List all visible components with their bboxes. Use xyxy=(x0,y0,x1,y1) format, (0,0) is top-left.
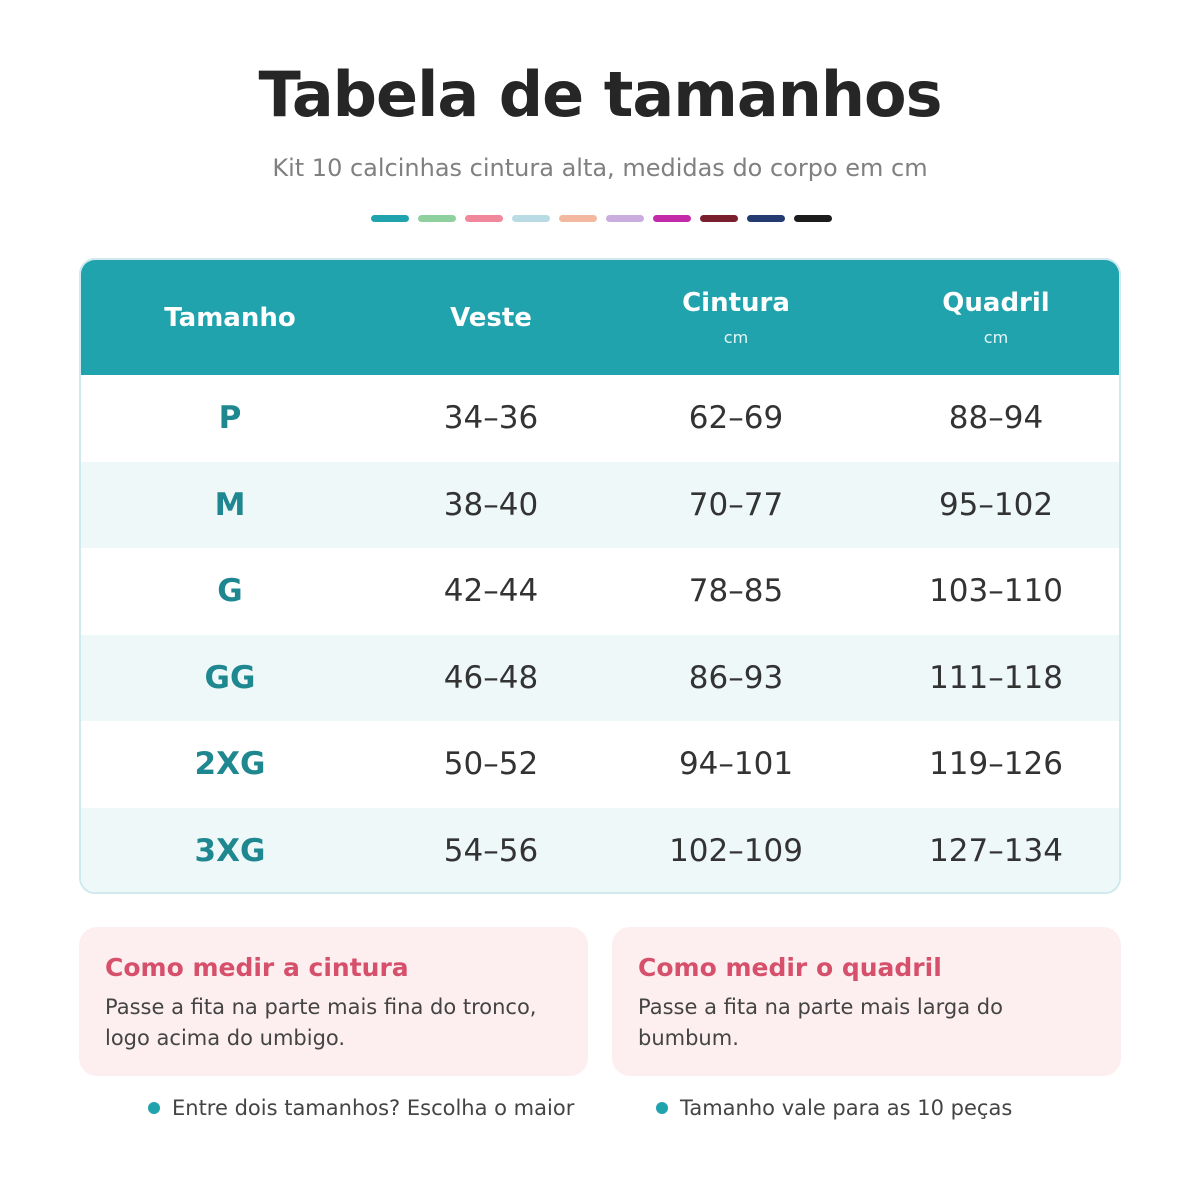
swatch xyxy=(418,215,456,222)
header-cell: Cintura cm xyxy=(603,288,869,347)
header-cell: Veste xyxy=(379,303,603,333)
title: Tabela de tamanhos xyxy=(258,58,943,131)
tip-text: Tamanho vale para as 10 peças xyxy=(680,1096,1013,1120)
table-row: 3XG 54–56 102–109 127–134 xyxy=(81,807,1119,892)
tip-text: Entre dois tamanhos? Escolha o maior xyxy=(172,1096,575,1120)
measure-cell: 86–93 xyxy=(688,659,784,696)
measure-cell: 111–118 xyxy=(929,659,1063,696)
measure-cell: 54–56 xyxy=(443,832,539,869)
size-table: Tamanho Veste Cintura cm Quadril cm P 34–36 62–6… xyxy=(79,258,1121,894)
column-unit: cm xyxy=(983,328,1009,347)
swatch xyxy=(747,215,785,222)
bullet xyxy=(148,1102,160,1114)
measure-cell: 78–85 xyxy=(688,573,784,610)
column-label: Cintura xyxy=(682,288,790,318)
swatch xyxy=(465,215,503,222)
tip: Tamanho vale para as 10 peças xyxy=(656,1096,1012,1120)
swatch xyxy=(606,215,644,222)
measure-cell: 95–102 xyxy=(938,486,1054,523)
column-label: Tamanho xyxy=(164,302,296,333)
header-cell: Quadril cm xyxy=(869,288,1119,347)
measure-cell: 38–40 xyxy=(443,486,539,523)
swatch xyxy=(794,215,832,222)
color-swatches xyxy=(371,215,832,222)
note-title: Como medir o quadril xyxy=(638,953,942,982)
table-row: 2XG 50–52 94–101 119–126 xyxy=(81,721,1119,808)
column-unit: cm xyxy=(723,328,749,347)
tip: Entre dois tamanhos? Escolha o maior xyxy=(148,1096,574,1120)
column-label: Veste xyxy=(450,302,532,333)
size-label: 2XG xyxy=(194,746,266,783)
size-label: P xyxy=(218,400,242,437)
header-row: Tamanho Veste Cintura cm Quadril cm xyxy=(81,260,1119,375)
swatch xyxy=(559,215,597,222)
measure-cell: 127–134 xyxy=(929,832,1063,869)
table-row: G 42–44 78–85 103–110 xyxy=(81,548,1119,635)
column-label: Quadril xyxy=(942,288,1050,318)
subtitle: Kit 10 calcinhas cintura alta, medidas d… xyxy=(272,154,928,182)
bullet xyxy=(656,1102,668,1114)
size-label: M xyxy=(214,486,246,523)
note-title: Como medir a cintura xyxy=(105,953,409,982)
swatch xyxy=(512,215,550,222)
swatch xyxy=(653,215,691,222)
table-row: M 38–40 70–77 95–102 xyxy=(81,461,1119,548)
measure-cell: 46–48 xyxy=(443,659,539,696)
note-text: Passe a fita na parte mais larga do bumb… xyxy=(638,995,1003,1050)
note-card: Como medir o quadril Passe a fita na par… xyxy=(612,927,1121,1076)
measure-cell: 119–126 xyxy=(929,746,1063,783)
measure-cell: 102–109 xyxy=(669,832,803,869)
measure-cell: 42–44 xyxy=(443,573,539,610)
table-row: GG 46–48 86–93 111–118 xyxy=(81,634,1119,721)
note-text: Passe a fita na parte mais fina do tronc… xyxy=(105,995,537,1050)
table-row: P 34–36 62–69 88–94 xyxy=(81,375,1119,462)
measure-cell: 50–52 xyxy=(443,746,539,783)
measure-cell: 88–94 xyxy=(948,400,1044,437)
measure-cell: 70–77 xyxy=(688,486,784,523)
header-cell: Tamanho xyxy=(81,303,379,333)
measure-cell: 62–69 xyxy=(688,400,784,437)
swatch xyxy=(700,215,738,222)
measure-cell: 94–101 xyxy=(678,746,794,783)
size-label: GG xyxy=(204,659,256,696)
note-card: Como medir a cintura Passe a fita na par… xyxy=(79,927,588,1076)
measure-cell: 34–36 xyxy=(443,400,539,437)
measure-cell: 103–110 xyxy=(929,573,1063,610)
size-label: 3XG xyxy=(194,832,266,869)
swatch xyxy=(371,215,409,222)
size-label: G xyxy=(217,573,243,610)
